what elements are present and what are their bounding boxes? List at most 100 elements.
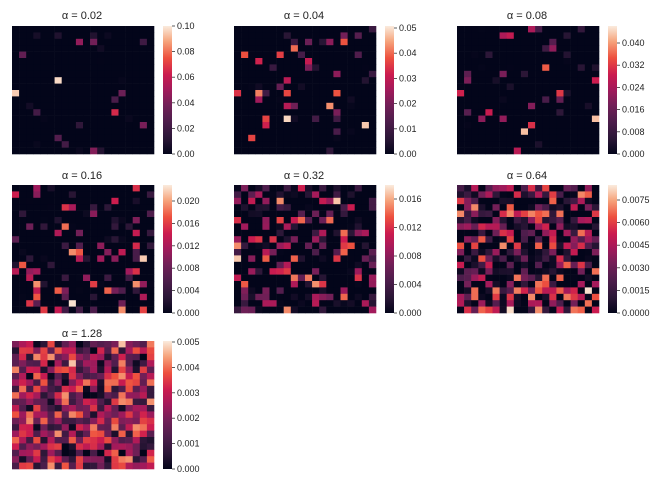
heatmap-cell [90, 249, 98, 256]
heatmap-cell [75, 449, 84, 457]
heatmap-cell [305, 102, 313, 110]
heatmap-cell [33, 424, 41, 431]
heatmap-cell [319, 128, 327, 136]
heatmap-cell [361, 185, 370, 192]
heatmap-cell [499, 268, 507, 275]
heatmap-cell [506, 268, 515, 275]
heatmap-cell [464, 223, 472, 231]
heatmap-cell [19, 268, 27, 275]
heatmap-cell [549, 274, 557, 282]
heatmap-cell [577, 204, 586, 211]
heatmap-cell [535, 229, 543, 237]
heatmap-cell [104, 147, 112, 155]
heatmap-cell [542, 217, 550, 224]
heatmap-cell [283, 32, 292, 40]
heatmap-cell [111, 360, 119, 367]
heatmap-cell [556, 281, 564, 288]
heatmap-cell [125, 274, 133, 282]
heatmap-cell [75, 45, 84, 52]
heatmap-cell [33, 102, 41, 110]
heatmap-cell [111, 255, 119, 263]
heatmap-cell [340, 293, 348, 301]
heatmap-cell [333, 109, 341, 116]
heatmap-cell [570, 45, 578, 52]
heatmap-cell [297, 147, 306, 155]
heatmap-cell [139, 274, 148, 282]
heatmap-cell [26, 281, 34, 288]
heatmap-cell [556, 223, 564, 231]
heatmap-cell [26, 197, 34, 205]
heatmap-cell [312, 217, 320, 224]
heatmap-cell [83, 45, 91, 52]
heatmap-cell [340, 83, 348, 91]
heatmap-cell [19, 449, 27, 457]
heatmap-cell [97, 70, 105, 78]
heatmap-cell [97, 341, 105, 348]
heatmap-cell [118, 26, 126, 33]
heatmap-cell [457, 90, 465, 97]
heatmap-cell [111, 379, 119, 387]
heatmap-cell [535, 109, 543, 116]
heatmap-cell [19, 255, 27, 263]
heatmap-cell [361, 293, 370, 301]
heatmap-cell [297, 300, 306, 307]
heatmap-cell [591, 64, 600, 72]
heatmap-cell [90, 430, 98, 438]
heatmap-cell [471, 268, 479, 275]
heatmap-cell [111, 306, 119, 314]
heatmap-cell [542, 58, 550, 65]
heatmap-cell [75, 249, 84, 256]
heatmap-cell [591, 45, 600, 52]
heatmap-cell [111, 424, 119, 431]
heatmap-cell [347, 77, 355, 84]
heatmap-cell [326, 210, 334, 218]
heatmap-cell [54, 398, 62, 406]
heatmap-cell [591, 210, 600, 218]
heatmap-cell [556, 90, 564, 97]
heatmap-cell [132, 360, 141, 367]
heatmap-cell [549, 210, 557, 218]
heatmap-cell [513, 236, 522, 243]
heatmap-cell [104, 456, 112, 463]
heatmap-cell [132, 392, 141, 399]
heatmap-cell [83, 360, 91, 367]
heatmap-cell [368, 185, 377, 192]
heatmap-cell [506, 255, 515, 263]
heatmap-cell [591, 102, 600, 110]
heatmap-cell [535, 38, 543, 46]
heatmap-cell [262, 210, 270, 218]
heatmap-cell [248, 147, 256, 155]
heatmap-cell [347, 38, 355, 46]
heatmap-cell [570, 141, 578, 148]
heatmap-cell [255, 249, 263, 256]
heatmap-cell [535, 191, 543, 199]
heatmap-cell [354, 26, 363, 33]
heatmap-cell [68, 274, 77, 282]
colorbar-tick-label: 0.0045 [622, 240, 650, 250]
heatmap-cell [234, 96, 242, 104]
heatmap-cell [354, 134, 363, 142]
heatmap-cell [297, 64, 306, 72]
heatmap-cell [139, 360, 148, 367]
heatmap-cell [340, 217, 348, 224]
heatmap-cell [290, 134, 299, 142]
heatmap-cell [347, 261, 355, 269]
heatmap-cell [290, 306, 299, 314]
heatmap-cell [528, 109, 536, 116]
heatmap-cell [104, 398, 112, 406]
heatmap-cell [354, 274, 363, 282]
heatmap-cell [26, 109, 34, 116]
heatmap-cell [312, 58, 320, 65]
heatmap-cell [68, 236, 77, 243]
heatmap-cell [12, 58, 20, 65]
heatmap-cell [563, 281, 571, 288]
heatmap-cell [54, 26, 62, 33]
heatmap-cell [40, 353, 48, 361]
heatmap-cell [139, 51, 148, 59]
heatmap-cell [269, 300, 277, 307]
heatmap-cell [340, 58, 348, 65]
heatmap-cell [361, 204, 370, 211]
heatmap-cell [12, 462, 20, 470]
heatmap-cell [90, 405, 98, 412]
heatmap-cell [347, 45, 355, 52]
